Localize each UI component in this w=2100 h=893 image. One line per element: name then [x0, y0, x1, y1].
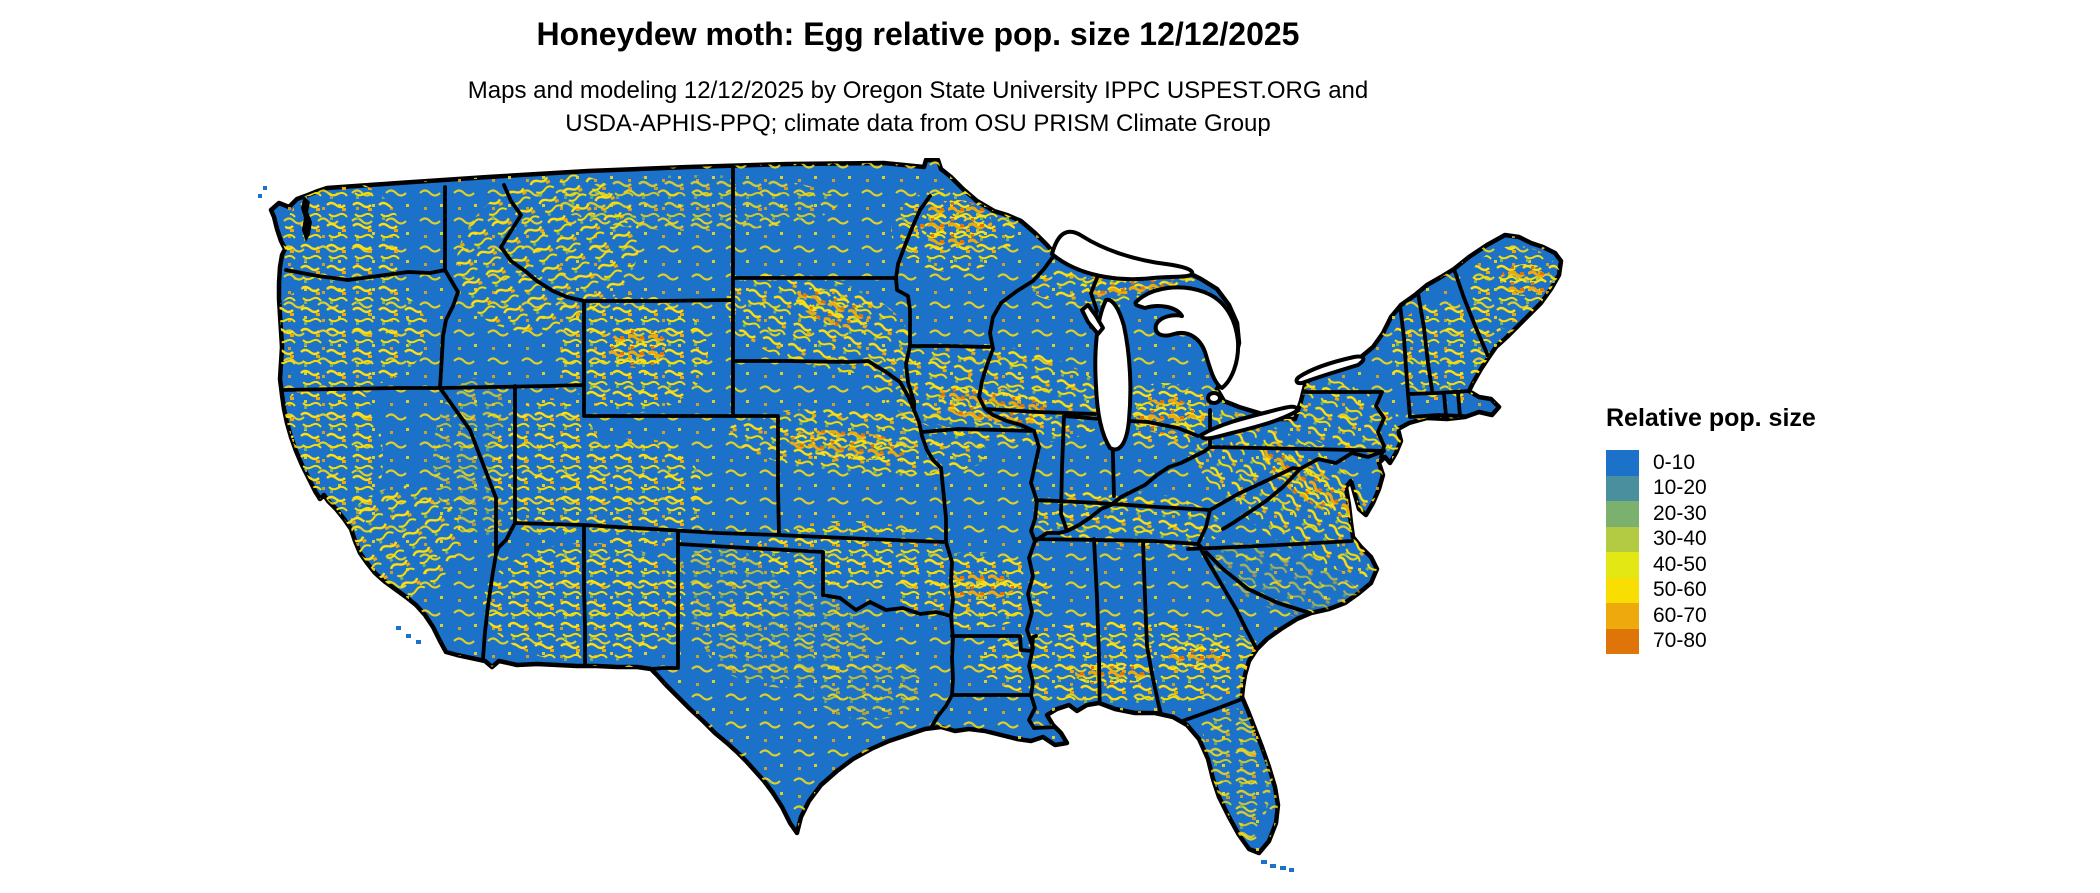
legend-label: 20-30 — [1653, 501, 1707, 525]
legend-label: 10-20 — [1653, 476, 1707, 500]
legend-title: Relative pop. size — [1606, 404, 1816, 432]
population-hotspot-texture — [271, 160, 1561, 853]
lake-superior — [1050, 229, 1195, 282]
legend-label: 30-40 — [1653, 527, 1707, 551]
legend-label: 0-10 — [1653, 450, 1696, 474]
puget-sound — [301, 196, 312, 242]
legend-row: 20-30 — [1606, 501, 1816, 527]
legend-label: 50-60 — [1653, 578, 1707, 602]
offshore-islands — [258, 186, 1294, 872]
legend-label: 40-50 — [1653, 552, 1707, 576]
legend-row: 0-10 — [1606, 450, 1816, 476]
legend-row: 10-20 — [1606, 475, 1816, 501]
legend-swatch-0-10 — [1606, 450, 1639, 476]
legend-swatch-60-70 — [1606, 603, 1639, 629]
legend-label: 70-80 — [1653, 629, 1707, 653]
legend-row: 50-60 — [1606, 577, 1816, 603]
legend-label: 60-70 — [1653, 603, 1707, 627]
legend-swatch-10-20 — [1606, 475, 1639, 501]
legend-swatch-40-50 — [1606, 552, 1639, 578]
legend-row: 70-80 — [1606, 628, 1816, 654]
legend-swatch-30-40 — [1606, 526, 1639, 552]
legend-swatch-70-80 — [1606, 628, 1639, 654]
subtitle-line-2: USDA-APHIS-PPQ; climate data from OSU PR… — [565, 110, 1271, 137]
legend-row: 30-40 — [1606, 526, 1816, 552]
lake-huron — [1133, 285, 1241, 390]
lake-erie — [1199, 404, 1299, 441]
legend-swatch-50-60 — [1606, 577, 1639, 603]
green-bay — [1080, 303, 1105, 336]
subtitle-line-1: Maps and modeling 12/12/2025 by Oregon S… — [467, 77, 1369, 104]
lake-michigan — [1093, 297, 1133, 452]
legend-row: 40-50 — [1606, 552, 1816, 578]
us-map — [248, 157, 1573, 888]
legend-row: 60-70 — [1606, 603, 1816, 629]
conus-map-graphic — [258, 157, 1564, 872]
page-subtitle: Maps and modeling 12/12/2025 by Oregon S… — [468, 74, 1368, 140]
lake-ontario — [1294, 354, 1366, 386]
lake-st-clair — [1206, 391, 1222, 405]
map-legend: Relative pop. size 0-10 10-20 20-30 30-4… — [1606, 404, 1816, 654]
page-title: Honeydew moth: Egg relative pop. size 12… — [536, 16, 1300, 52]
legend-swatch-20-30 — [1606, 501, 1639, 527]
